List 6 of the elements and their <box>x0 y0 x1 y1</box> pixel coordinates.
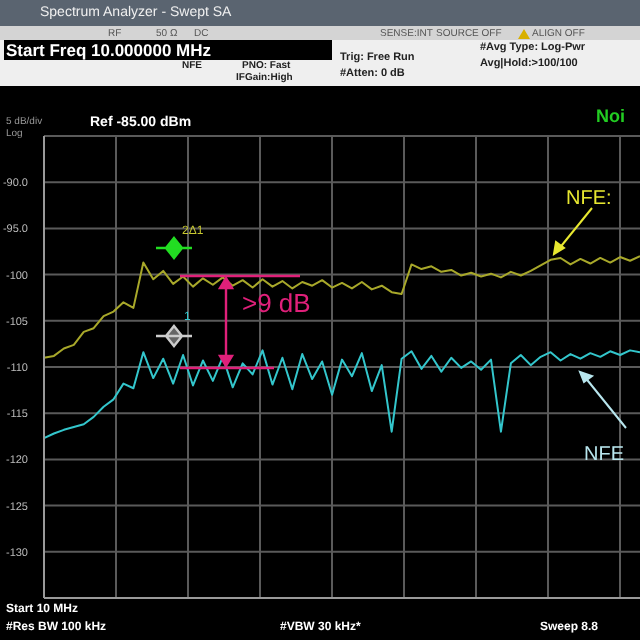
text: Noi <box>596 106 625 128</box>
text: Start Freq 10.000000 MHz <box>6 39 212 60</box>
annotation: >9 dB <box>242 288 311 319</box>
annotation: NFE <box>584 444 624 466</box>
line-series <box>43 349 640 440</box>
annotation: NFE: <box>566 188 612 210</box>
